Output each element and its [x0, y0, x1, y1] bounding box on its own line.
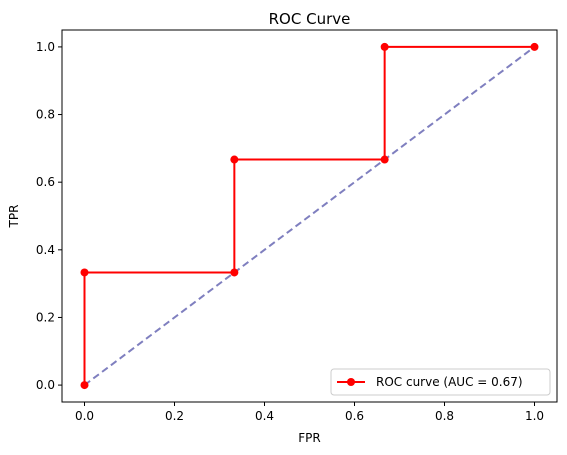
roc-point — [80, 381, 89, 390]
legend: ROC curve (AUC = 0.67) — [330, 368, 551, 396]
x-tick-label: 0.6 — [345, 409, 364, 423]
y-tick-label: 0.6 — [36, 175, 55, 189]
x-tick-label: 1.0 — [525, 409, 544, 423]
roc-point — [80, 268, 89, 277]
legend-label: ROC curve (AUC = 0.67) — [376, 375, 523, 389]
x-tick-label: 0.2 — [165, 409, 184, 423]
y-tick-label: 0.8 — [36, 108, 55, 122]
roc-point — [530, 42, 539, 51]
y-axis-label: TPR — [7, 205, 21, 229]
y-tick-label: 1.0 — [36, 40, 55, 54]
y-tick-label: 0.4 — [36, 243, 55, 257]
roc-point — [230, 268, 239, 277]
legend-marker-swatch — [347, 378, 355, 386]
roc-point — [380, 155, 389, 164]
x-tick-label: 0.4 — [255, 409, 274, 423]
x-tick-label: 0.8 — [435, 409, 454, 423]
roc-point — [380, 42, 389, 51]
ticks-layer: 0.0 0.2 0.4 0.6 0.8 1.0 0.0 0.2 0.4 0.6 0.8 1.0 — [36, 40, 544, 423]
x-tick-label: 0.0 — [75, 409, 94, 423]
series-layer — [80, 42, 539, 390]
chart-title: ROC Curve — [269, 10, 351, 28]
plot-frame — [61, 29, 558, 403]
roc-point — [230, 155, 239, 164]
y-tick-label: 0.2 — [36, 310, 55, 324]
x-axis-label: FPR — [298, 431, 320, 445]
y-tick-label: 0.0 — [36, 378, 55, 392]
legend-box — [330, 368, 551, 396]
chance-diagonal-line — [83, 46, 536, 386]
